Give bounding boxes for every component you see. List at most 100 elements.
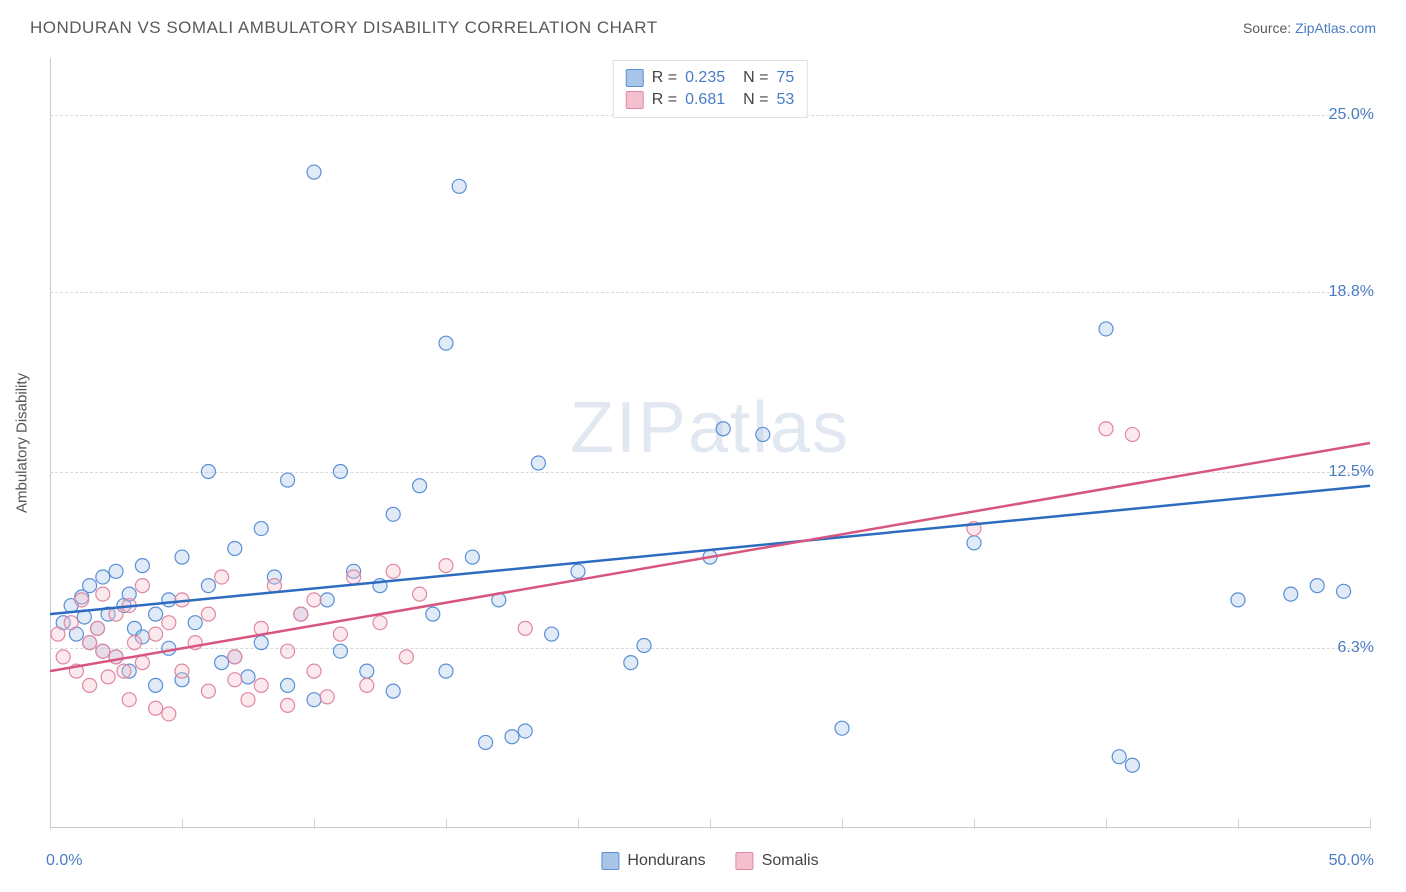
data-point <box>56 650 70 664</box>
data-point <box>267 579 281 593</box>
source-link[interactable]: ZipAtlas.com <box>1295 20 1376 36</box>
legend-swatch <box>626 91 644 109</box>
data-point <box>149 627 163 641</box>
data-point <box>83 636 97 650</box>
legend-row: R = 0.235 N = 75 <box>626 67 795 89</box>
data-point <box>333 627 347 641</box>
data-point <box>716 422 730 436</box>
data-point <box>360 678 374 692</box>
data-point <box>399 650 413 664</box>
data-point <box>637 638 651 652</box>
legend-n-value: 75 <box>776 69 794 87</box>
data-point <box>307 165 321 179</box>
data-point <box>201 684 215 698</box>
data-point <box>1099 322 1113 336</box>
data-point <box>127 636 141 650</box>
header: HONDURAN VS SOMALI AMBULATORY DISABILITY… <box>0 0 1406 46</box>
data-point <box>201 465 215 479</box>
data-point <box>162 616 176 630</box>
data-point <box>188 616 202 630</box>
data-point <box>1125 427 1139 441</box>
source-attribution: Source: ZipAtlas.com <box>1243 20 1376 36</box>
data-point <box>1337 584 1351 598</box>
data-point <box>967 536 981 550</box>
data-point <box>109 564 123 578</box>
data-point <box>254 636 268 650</box>
data-point <box>307 593 321 607</box>
data-point <box>149 607 163 621</box>
data-point <box>386 564 400 578</box>
data-point <box>1231 593 1245 607</box>
data-point <box>518 621 532 635</box>
data-point <box>101 670 115 684</box>
data-point <box>479 735 493 749</box>
x-min-label: 0.0% <box>46 852 82 870</box>
trend-line <box>50 443 1370 671</box>
correlation-legend: R = 0.235 N = 75 R = 0.681 N = 53 <box>613 60 808 118</box>
legend-swatch <box>626 69 644 87</box>
chart-area: Ambulatory Disability ZIPatlas 6.3%12.5%… <box>50 58 1370 828</box>
data-point <box>228 673 242 687</box>
legend-row: R = 0.681 N = 53 <box>626 89 795 111</box>
legend-r-value: 0.235 <box>685 69 725 87</box>
legend-r-value: 0.681 <box>685 91 725 109</box>
legend-n-label: N = <box>743 69 768 87</box>
data-point <box>135 559 149 573</box>
data-point <box>320 593 334 607</box>
data-point <box>162 641 176 655</box>
legend-r-label: R = <box>652 69 677 87</box>
x-tick-mark <box>1370 819 1371 829</box>
data-point <box>281 678 295 692</box>
data-point <box>162 593 176 607</box>
data-point <box>281 644 295 658</box>
data-point <box>215 570 229 584</box>
x-max-label: 50.0% <box>1329 852 1374 870</box>
data-point <box>386 684 400 698</box>
data-point <box>281 473 295 487</box>
data-point <box>439 664 453 678</box>
legend-label: Somalis <box>762 852 819 870</box>
legend-item: Hondurans <box>601 852 705 870</box>
data-point <box>228 650 242 664</box>
data-point <box>439 559 453 573</box>
data-point <box>413 587 427 601</box>
data-point <box>75 593 89 607</box>
legend-swatch <box>601 852 619 870</box>
legend-item: Somalis <box>736 852 819 870</box>
legend-label: Hondurans <box>627 852 705 870</box>
data-point <box>122 693 136 707</box>
data-point <box>215 656 229 670</box>
chart-title: HONDURAN VS SOMALI AMBULATORY DISABILITY… <box>30 18 658 38</box>
data-point <box>135 656 149 670</box>
data-point <box>162 707 176 721</box>
data-point <box>281 698 295 712</box>
data-point <box>373 616 387 630</box>
data-point <box>307 664 321 678</box>
trend-line <box>50 486 1370 614</box>
data-point <box>241 693 255 707</box>
data-point <box>241 670 255 684</box>
scatter-plot <box>50 58 1370 828</box>
data-point <box>465 550 479 564</box>
data-point <box>1310 579 1324 593</box>
data-point <box>756 427 770 441</box>
data-point <box>294 607 308 621</box>
data-point <box>347 570 361 584</box>
data-point <box>426 607 440 621</box>
data-point <box>64 616 78 630</box>
data-point <box>96 644 110 658</box>
legend-swatch <box>736 852 754 870</box>
data-point <box>505 730 519 744</box>
data-point <box>201 579 215 593</box>
data-point <box>254 522 268 536</box>
data-point <box>96 587 110 601</box>
data-point <box>333 644 347 658</box>
data-point <box>333 465 347 479</box>
data-point <box>452 179 466 193</box>
data-point <box>83 678 97 692</box>
data-point <box>571 564 585 578</box>
data-point <box>117 664 131 678</box>
data-point <box>254 678 268 692</box>
source-prefix: Source: <box>1243 20 1295 36</box>
data-point <box>51 627 65 641</box>
